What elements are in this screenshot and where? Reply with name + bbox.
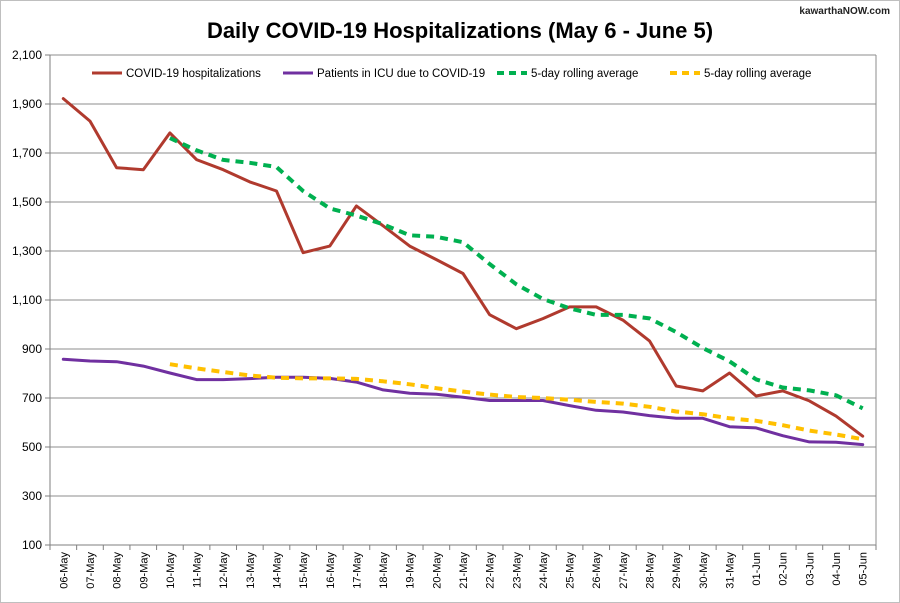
x-tick-label: 24-May xyxy=(538,552,550,589)
y-tick-label: 300 xyxy=(22,489,42,503)
x-tick-label: 14-May xyxy=(271,552,283,589)
y-tick-label: 500 xyxy=(22,440,42,454)
x-tick-label: 29-May xyxy=(671,552,683,589)
x-tick-label: 21-May xyxy=(458,552,470,589)
legend-label-0: COVID-19 hospitalizations xyxy=(126,68,261,80)
x-tick-label: 11-May xyxy=(192,552,204,588)
legend-label-3: 5-day rolling average xyxy=(704,68,811,80)
legend-label-1: Patients in ICU due to COVID-19 xyxy=(317,68,485,80)
x-tick-label: 30-May xyxy=(698,552,710,589)
y-tick-label: 1,300 xyxy=(12,244,42,258)
x-tick-label: 27-May xyxy=(618,552,630,589)
x-tick-label: 22-May xyxy=(485,552,497,589)
x-tick-label: 26-May xyxy=(591,552,603,589)
x-tick-label: 10-May xyxy=(165,552,177,589)
x-tick-label: 18-May xyxy=(378,552,390,589)
x-tick-label: 03-Jun xyxy=(804,552,816,586)
x-tick-label: 31-May xyxy=(724,552,736,589)
x-tick-label: 15-May xyxy=(298,552,310,589)
y-tick-label: 2,100 xyxy=(12,48,42,62)
y-tick-label: 700 xyxy=(22,391,42,405)
axes xyxy=(45,54,877,550)
y-tick-label: 1,900 xyxy=(12,97,42,111)
x-tick-label: 01-Jun xyxy=(751,552,763,586)
x-tick-label: 07-May xyxy=(85,552,97,589)
series-line-0 xyxy=(61,97,865,438)
x-tick-label: 02-Jun xyxy=(778,552,790,586)
x-tick-label: 06-May xyxy=(58,552,70,589)
watermark: kawarthaNOW.com xyxy=(799,6,890,17)
y-axis-ticks: 100 300 500 700 900 1,100 1,300 1,500 1,700 1,900… xyxy=(12,48,42,552)
x-tick-label: 16-May xyxy=(325,552,337,589)
y-tick-label: 900 xyxy=(22,342,42,356)
y-tick-label: 1,500 xyxy=(12,195,42,209)
x-tick-label: 05-Jun xyxy=(858,552,870,586)
chart-title: Daily COVID-19 Hospitalizations (May 6 -… xyxy=(206,18,714,43)
x-tick-label: 20-May xyxy=(431,552,443,589)
legend-label-2: 5-day rolling average xyxy=(531,68,638,80)
y-tick-label: 1,100 xyxy=(12,293,42,307)
series-line-2 xyxy=(169,136,864,411)
x-tick-label: 19-May xyxy=(405,552,417,589)
y-tick-label: 1,700 xyxy=(12,146,42,160)
x-tick-label: 09-May xyxy=(138,552,150,589)
series-line-1 xyxy=(61,357,865,447)
legend: COVID-19 hospitalizations Patients in ICU… xyxy=(92,68,811,80)
x-axis-ticks: 06-May 07-May 08-May 09-May 10-May 11-May 12-M… xyxy=(58,552,869,589)
series-lines xyxy=(61,97,865,447)
y-tick-label: 100 xyxy=(22,538,42,552)
x-tick-label: 17-May xyxy=(351,552,363,589)
x-tick-label: 23-May xyxy=(511,552,523,589)
x-tick-label: 08-May xyxy=(112,552,124,589)
x-tick-label: 25-May xyxy=(565,552,577,589)
x-tick-label: 13-May xyxy=(245,552,257,589)
x-tick-label: 04-Jun xyxy=(831,552,843,586)
series-line-3 xyxy=(169,362,864,442)
x-tick-label: 28-May xyxy=(645,552,657,589)
x-tick-label: 12-May xyxy=(218,552,230,589)
